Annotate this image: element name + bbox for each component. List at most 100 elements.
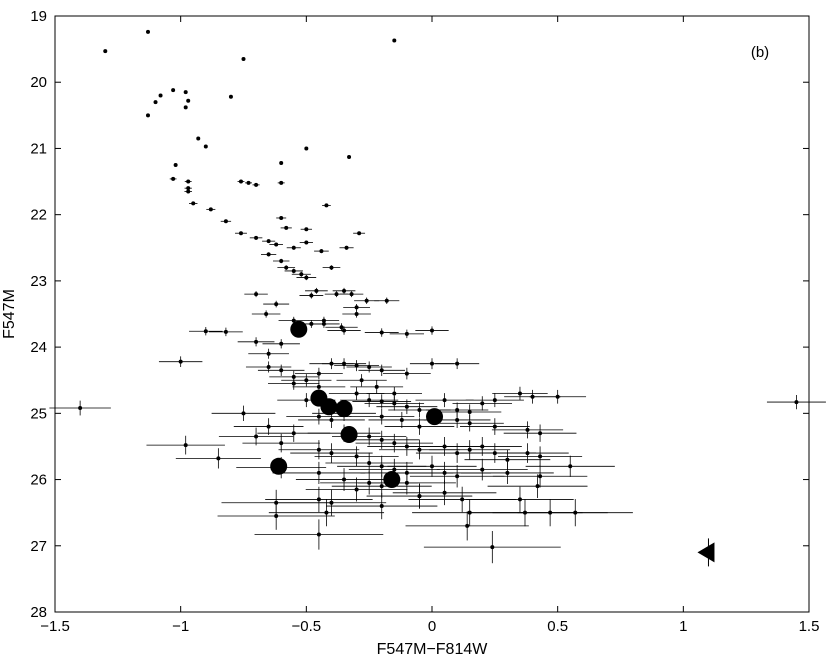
star-point — [103, 49, 108, 54]
star-point — [460, 497, 465, 502]
star-point — [158, 93, 163, 98]
star-point — [223, 219, 228, 224]
star-point — [284, 225, 289, 230]
highlighted-star-point — [383, 471, 401, 489]
star-point — [279, 368, 284, 373]
star-point — [535, 484, 540, 489]
star-point — [467, 410, 472, 415]
star-point — [279, 259, 284, 264]
star-point — [196, 136, 201, 141]
star-point — [178, 359, 183, 364]
star-point — [379, 437, 384, 442]
star-point — [304, 146, 309, 151]
star-point — [291, 374, 296, 379]
star-point — [203, 144, 208, 149]
star-point — [329, 451, 334, 456]
star-point — [342, 361, 347, 366]
star-point — [367, 461, 372, 465]
star-point — [392, 467, 397, 472]
star-point — [309, 293, 314, 298]
star-point — [324, 510, 329, 515]
star-point — [467, 447, 472, 452]
star-point — [354, 305, 359, 310]
star-point — [517, 391, 522, 396]
star-point — [241, 57, 246, 62]
star-point — [186, 98, 191, 103]
star-point — [254, 434, 259, 439]
limit-triangle-marker — [697, 542, 715, 563]
star-point — [254, 339, 259, 344]
star-point — [208, 207, 213, 212]
star-point — [316, 384, 321, 389]
star-point — [304, 275, 309, 280]
star-point — [309, 321, 314, 326]
star-point — [492, 424, 497, 429]
star-point — [145, 29, 150, 34]
x-tick-label: 0 — [428, 618, 436, 635]
star-point — [266, 424, 271, 429]
star-point — [284, 265, 289, 270]
y-axis-title: F547M — [1, 289, 18, 339]
star-point — [455, 474, 460, 479]
star-point — [442, 490, 447, 495]
star-point — [379, 484, 384, 489]
star-point — [279, 215, 284, 220]
star-point — [304, 378, 309, 383]
star-point — [442, 398, 447, 403]
star-point — [145, 113, 150, 118]
star-point — [186, 179, 191, 184]
star-point — [264, 312, 269, 316]
star-point — [367, 364, 372, 369]
star-point — [404, 404, 409, 409]
star-point — [304, 227, 309, 232]
star-point — [490, 545, 495, 550]
star-point — [291, 381, 296, 386]
y-tick-label: 19 — [30, 8, 47, 25]
star-point — [430, 464, 434, 469]
y-tick-label: 22 — [30, 207, 47, 224]
star-point — [354, 391, 359, 396]
x-tick-label: −1.5 — [40, 618, 70, 635]
y-tick-label: 23 — [30, 273, 47, 290]
star-point — [274, 242, 279, 247]
star-point — [430, 328, 434, 333]
highlighted-star-point — [290, 320, 308, 338]
star-point — [349, 292, 354, 297]
star-point — [266, 239, 271, 244]
star-point — [319, 249, 324, 254]
star-point — [525, 451, 530, 456]
star-point — [279, 341, 284, 346]
star-point — [442, 470, 447, 475]
y-tick-label: 28 — [30, 604, 47, 621]
star-point — [329, 500, 334, 505]
star-point — [171, 176, 176, 181]
x-tick-label: 1 — [679, 618, 687, 635]
star-point — [316, 532, 321, 537]
star-point — [467, 421, 472, 426]
star-point — [291, 431, 296, 436]
star-point — [266, 252, 271, 257]
star-point — [183, 443, 188, 448]
star-point — [492, 398, 497, 403]
star-point — [379, 330, 384, 335]
star-point — [186, 186, 191, 191]
panel-label: (b) — [751, 44, 769, 61]
star-point — [392, 38, 397, 43]
star-point — [228, 94, 233, 99]
star-point — [379, 464, 384, 469]
star-point — [316, 371, 321, 376]
star-point — [404, 331, 409, 336]
star-point — [555, 394, 560, 399]
star-point — [334, 292, 339, 297]
star-point — [203, 329, 208, 334]
x-tick-label: −0.5 — [292, 618, 322, 635]
star-point — [78, 406, 83, 411]
star-point — [505, 470, 510, 475]
star-point — [794, 400, 799, 405]
star-point — [246, 180, 251, 185]
star-point — [480, 401, 485, 406]
star-point — [344, 245, 349, 250]
star-point — [254, 182, 259, 187]
star-point — [455, 408, 460, 413]
